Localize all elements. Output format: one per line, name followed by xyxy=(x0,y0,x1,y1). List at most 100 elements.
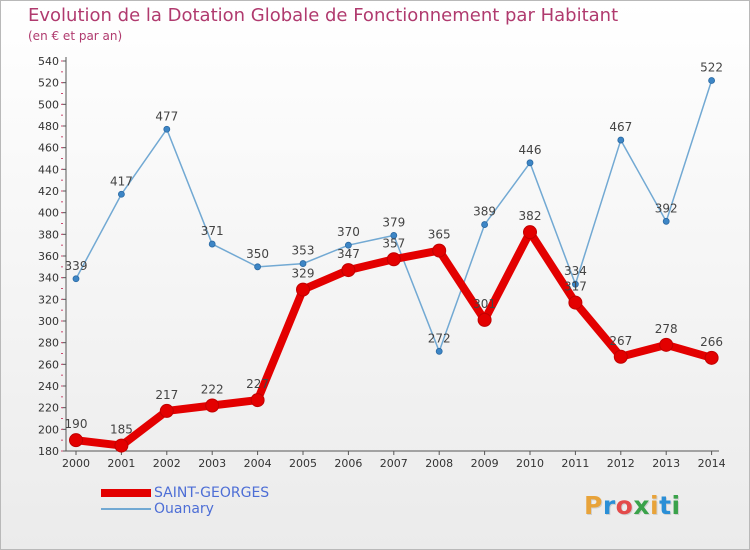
x-tick-label: 2006 xyxy=(334,457,362,470)
logo-letter: i xyxy=(671,491,681,520)
data-label-saint-georges: 227 xyxy=(246,377,269,391)
point-ouanary xyxy=(390,232,398,239)
point-ouanary xyxy=(72,275,80,283)
data-label-ouanary: 370 xyxy=(337,225,360,239)
data-label-ouanary: 522 xyxy=(700,61,723,75)
y-tick-label: 420 xyxy=(38,185,59,198)
point-saint-georges xyxy=(659,337,674,352)
x-tick-label: 2005 xyxy=(289,457,317,470)
y-tick-label: 460 xyxy=(38,142,59,155)
point-saint-georges xyxy=(386,252,401,267)
data-label-saint-georges: 347 xyxy=(337,247,360,261)
data-label-saint-georges: 267 xyxy=(609,334,632,348)
data-label-saint-georges: 317 xyxy=(564,280,587,294)
legend-swatch-ouanary xyxy=(101,508,151,510)
data-label-saint-georges: 301 xyxy=(473,297,496,311)
data-label-ouanary: 477 xyxy=(155,109,178,123)
data-label-ouanary: 389 xyxy=(473,205,496,219)
data-label-ouanary: 392 xyxy=(655,201,678,215)
data-label-ouanary: 467 xyxy=(609,120,632,134)
x-tick-label: 2013 xyxy=(652,457,680,470)
proxiti-logo: Proxiti xyxy=(584,491,681,520)
data-label-ouanary: 350 xyxy=(246,247,269,261)
x-tick-label: 2014 xyxy=(698,457,726,470)
y-tick-label: 320 xyxy=(38,293,59,306)
data-labels-layer: 339 417 477 371 350 353 370 379 272 389 446 334 467 3… xyxy=(65,61,724,437)
point-ouanary xyxy=(435,347,443,355)
x-tick-label: 2004 xyxy=(244,457,272,470)
y-tick-label: 220 xyxy=(38,402,59,415)
point-ouanary xyxy=(254,263,262,271)
y-tick-label: 340 xyxy=(38,272,59,285)
data-label-ouanary: 379 xyxy=(382,215,405,229)
y-tick-label: 200 xyxy=(38,423,59,436)
y-tick-label: 480 xyxy=(38,120,59,133)
point-ouanary xyxy=(163,125,171,133)
point-ouanary xyxy=(344,241,352,249)
chart-subtitle: (en € et par an) xyxy=(28,29,123,43)
y-tick-label: 540 xyxy=(38,55,59,68)
data-label-ouanary: 371 xyxy=(201,224,224,238)
logo-letter: i xyxy=(650,491,660,520)
point-saint-georges xyxy=(704,350,719,365)
data-label-saint-georges: 365 xyxy=(428,228,451,242)
point-saint-georges xyxy=(432,243,447,258)
y-tick-label: 400 xyxy=(38,207,59,220)
x-tick-label: 2010 xyxy=(516,457,544,470)
logo-letter: x xyxy=(633,491,650,520)
logo-letter: o xyxy=(615,491,634,520)
y-tick-label: 180 xyxy=(38,445,59,458)
data-label-saint-georges: 278 xyxy=(655,322,678,336)
y-tick-label: 500 xyxy=(38,98,59,111)
legend-swatch-saint-georges xyxy=(101,489,151,497)
y-tick-label: 360 xyxy=(38,250,59,263)
point-saint-georges xyxy=(114,438,129,453)
y-tick-label: 520 xyxy=(38,77,59,90)
data-label-saint-georges: 382 xyxy=(519,209,542,223)
data-label-ouanary: 417 xyxy=(110,174,133,188)
x-tick-label: 2001 xyxy=(107,457,135,470)
data-label-saint-georges: 357 xyxy=(382,236,405,250)
data-label-saint-georges: 185 xyxy=(110,423,133,437)
series-layer xyxy=(69,77,719,453)
y-tick-label: 240 xyxy=(38,380,59,393)
point-ouanary xyxy=(208,240,216,248)
point-saint-georges xyxy=(568,295,583,310)
x-tick-label: 2011 xyxy=(561,457,589,470)
data-label-ouanary: 339 xyxy=(65,259,88,273)
x-tick-label: 2003 xyxy=(198,457,226,470)
point-ouanary xyxy=(481,221,489,228)
y-tick-label: 380 xyxy=(38,228,59,241)
point-saint-georges xyxy=(296,282,310,297)
x-tick-label: 2008 xyxy=(425,457,453,470)
y-tick-label: 300 xyxy=(38,315,59,328)
y-tick-label: 260 xyxy=(38,358,59,371)
point-ouanary xyxy=(572,280,579,288)
legend-label-ouanary: Ouanary xyxy=(154,501,214,517)
point-saint-georges xyxy=(523,225,537,240)
x-tick-label: 2009 xyxy=(471,457,499,470)
data-label-saint-georges: 266 xyxy=(700,335,723,349)
legend-label-saint-georges: SAINT-GEORGES xyxy=(154,485,270,501)
point-saint-georges xyxy=(477,312,492,327)
point-saint-georges xyxy=(69,433,83,448)
data-label-saint-georges: 329 xyxy=(292,267,315,281)
point-ouanary xyxy=(708,77,715,84)
x-tick-label: 2000 xyxy=(62,457,90,470)
point-saint-georges xyxy=(341,263,356,278)
logo-letter: P xyxy=(584,491,603,520)
data-label-ouanary: 353 xyxy=(292,244,315,258)
point-saint-georges xyxy=(205,398,220,413)
logo-letter: r xyxy=(602,491,616,520)
data-label-ouanary: 272 xyxy=(428,331,451,345)
axes: 180 200 220 240 260 280 300 320 340 360 380 400 420 4… xyxy=(38,55,726,470)
data-label-saint-georges: 190 xyxy=(65,417,88,431)
point-ouanary xyxy=(526,159,534,167)
data-label-saint-georges: 222 xyxy=(201,383,224,397)
y-tick-label: 440 xyxy=(38,163,59,176)
x-tick-label: 2007 xyxy=(380,457,408,470)
data-label-saint-georges: 217 xyxy=(155,388,178,402)
point-ouanary xyxy=(299,260,307,267)
